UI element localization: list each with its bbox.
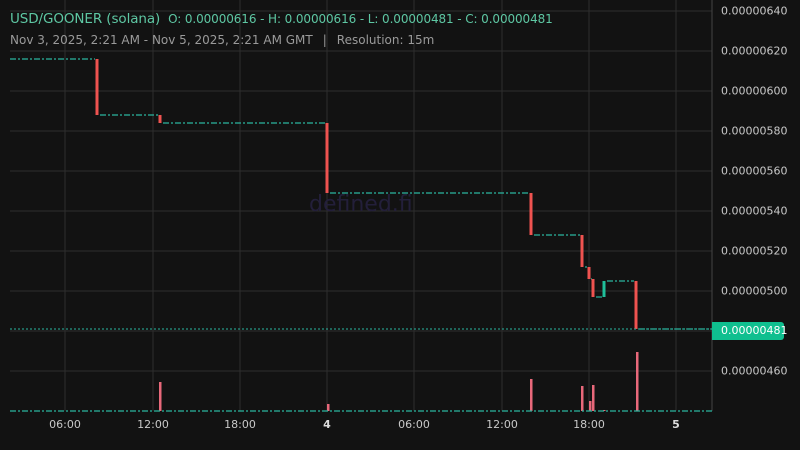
watermark: defined.fi: [309, 192, 413, 217]
y-tick-label: 0.00000560: [721, 164, 788, 178]
x-tick-label: 5: [672, 418, 680, 431]
time-range: Nov 3, 2025, 2:21 AM - Nov 5, 2025, 2:21…: [10, 33, 313, 47]
current-price-tag: 0.00000481: [712, 322, 787, 340]
y-tick-label: 0.00000460: [721, 364, 788, 378]
y-tick-label: 0.00000500: [721, 284, 788, 298]
x-tick-label: 12:00: [137, 418, 169, 431]
chart-subtitle: Nov 3, 2025, 2:21 AM - Nov 5, 2025, 2:21…: [10, 33, 434, 47]
y-tick-label: 0.00000640: [721, 4, 788, 18]
volume-bars: [159, 352, 639, 411]
y-tick-label: 0.00000600: [721, 84, 788, 98]
y-tick-label: 0.00000580: [721, 124, 788, 138]
chart-grid: [10, 0, 712, 411]
separator: |: [322, 33, 327, 47]
y-tick-label: 0.00000540: [721, 204, 788, 218]
chart-legend: USD/GOONER (solana) O: 0.00000616 - H: 0…: [10, 11, 553, 27]
y-tick-label: 0.00000520: [721, 244, 788, 258]
x-tick-label: 12:00: [486, 418, 518, 431]
x-tick-label: 4: [323, 418, 331, 431]
x-tick-label: 06:00: [49, 418, 81, 431]
x-tick-label: 06:00: [398, 418, 430, 431]
candles: [95, 59, 638, 329]
x-tick-label: 18:00: [224, 418, 256, 431]
x-tick-label: 18:00: [573, 418, 605, 431]
y-tick-label: 0.00000620: [721, 44, 788, 58]
ohlc-values: O: 0.00000616 - H: 0.00000616 - L: 0.000…: [168, 12, 553, 26]
pair-title: USD/GOONER (solana): [10, 11, 161, 27]
resolution: Resolution: 15m: [336, 33, 435, 47]
